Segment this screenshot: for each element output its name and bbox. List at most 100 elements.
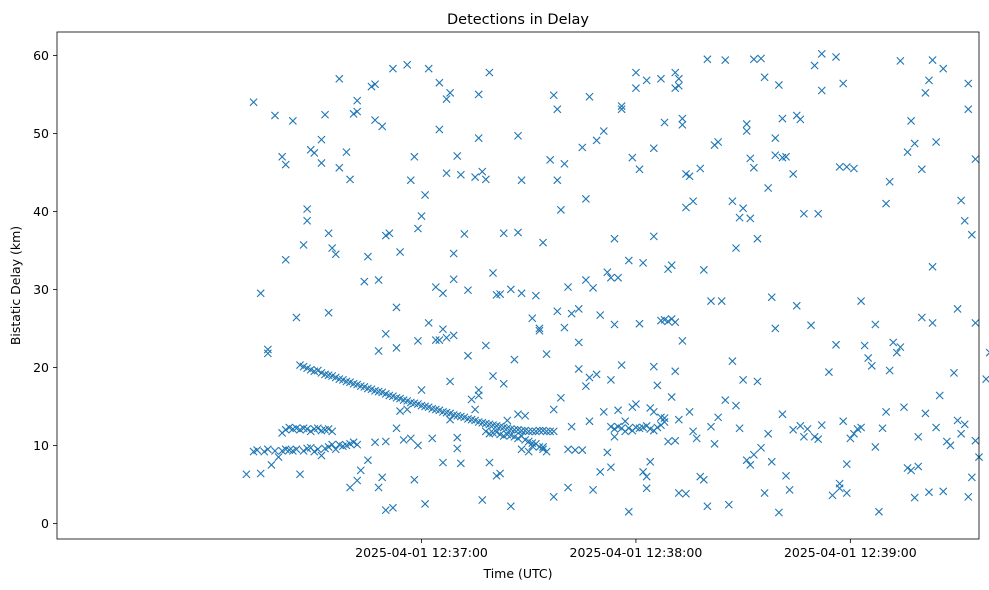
detection-point: [363, 456, 372, 465]
detection-point: [278, 152, 287, 161]
detection-point: [764, 184, 773, 192]
detection-point: [528, 314, 537, 323]
detection-point: [903, 148, 912, 157]
detection-point: [324, 442, 333, 451]
detection-point: [313, 445, 322, 454]
detection-point: [485, 458, 494, 467]
detection-point: [717, 297, 726, 306]
detection-point: [342, 148, 351, 157]
detection-point: [256, 289, 265, 298]
detection-point: [728, 197, 737, 206]
detection-point: [624, 507, 633, 516]
detection-point: [971, 155, 980, 164]
detection-point: [492, 428, 501, 437]
detection-point: [817, 86, 826, 95]
detection-point: [835, 162, 844, 171]
detection-point: [374, 276, 383, 285]
detection-point: [778, 410, 787, 419]
detection-point: [782, 152, 791, 161]
detection-point: [456, 459, 465, 468]
detection-point: [746, 154, 755, 163]
detection-point: [449, 249, 458, 258]
detection-point: [292, 313, 301, 322]
detection-point: [589, 283, 598, 292]
detection-point: [449, 331, 458, 340]
detection-point: [271, 111, 279, 120]
detection-point: [953, 304, 962, 313]
detection-point: [560, 323, 569, 332]
detection-point: [564, 445, 573, 454]
detection-point: [467, 395, 476, 404]
detection-point: [642, 472, 651, 481]
x-tick-label: 2025-04-01 12:38:00: [570, 545, 703, 560]
detection-point: [535, 324, 544, 333]
detection-point: [328, 244, 337, 253]
detection-point: [403, 405, 412, 414]
detection-point: [328, 427, 337, 436]
detection-point: [346, 483, 355, 492]
detection-point: [685, 172, 694, 181]
detection-point: [360, 277, 369, 286]
detection-point: [399, 435, 408, 444]
detection-point: [832, 52, 841, 61]
detection-point: [935, 391, 944, 400]
detection-point: [624, 424, 633, 433]
detection-point: [306, 427, 315, 436]
detection-point: [303, 205, 312, 214]
detection-point: [242, 470, 251, 479]
detection-point: [610, 234, 619, 243]
detection-point: [431, 283, 440, 292]
detection-point: [435, 336, 444, 345]
detection-point: [549, 492, 558, 501]
detection-point: [799, 432, 808, 441]
detection-point: [424, 64, 433, 73]
detection-point: [649, 144, 658, 153]
detection-point: [631, 68, 640, 77]
detection-point: [517, 289, 526, 298]
detection-point: [299, 446, 308, 455]
detection-point: [331, 445, 340, 454]
detection-point: [553, 105, 562, 114]
detection-point: [524, 447, 533, 456]
detection-point: [271, 446, 279, 455]
detection-point: [313, 366, 322, 375]
detection-point: [846, 434, 855, 443]
y-tick-label: 60: [33, 48, 49, 63]
detection-point: [388, 503, 397, 512]
detection-point: [442, 95, 451, 104]
detection-point: [742, 456, 751, 465]
detection-point: [406, 434, 415, 443]
detection-point: [771, 151, 780, 160]
detection-point: [542, 427, 551, 436]
detection-point: [653, 423, 662, 432]
detection-point: [932, 423, 941, 432]
detection-point: [896, 343, 905, 352]
points-layer: [242, 49, 989, 517]
detection-point: [449, 275, 458, 284]
detection-point: [739, 204, 748, 213]
detection-point: [681, 203, 690, 212]
detection-point: [760, 73, 769, 82]
detection-point: [371, 116, 380, 125]
detection-point: [392, 424, 401, 433]
detection-point: [839, 417, 848, 426]
detection-point: [960, 216, 969, 225]
detection-point: [506, 502, 515, 511]
detection-point: [932, 137, 941, 146]
detection-point: [810, 61, 819, 70]
detection-point: [771, 134, 780, 143]
detection-point: [274, 453, 283, 462]
detection-point: [706, 422, 715, 431]
detection-point: [392, 343, 401, 352]
detection-point: [496, 290, 505, 299]
detection-point: [281, 255, 290, 264]
detection-point: [714, 137, 723, 146]
detection-point: [403, 60, 412, 69]
y-tick-label: 40: [33, 204, 49, 219]
detection-point: [885, 177, 894, 186]
y-tick-label: 0: [41, 516, 49, 531]
detection-point: [317, 159, 326, 168]
detection-point: [749, 163, 758, 172]
detection-point: [739, 375, 748, 384]
